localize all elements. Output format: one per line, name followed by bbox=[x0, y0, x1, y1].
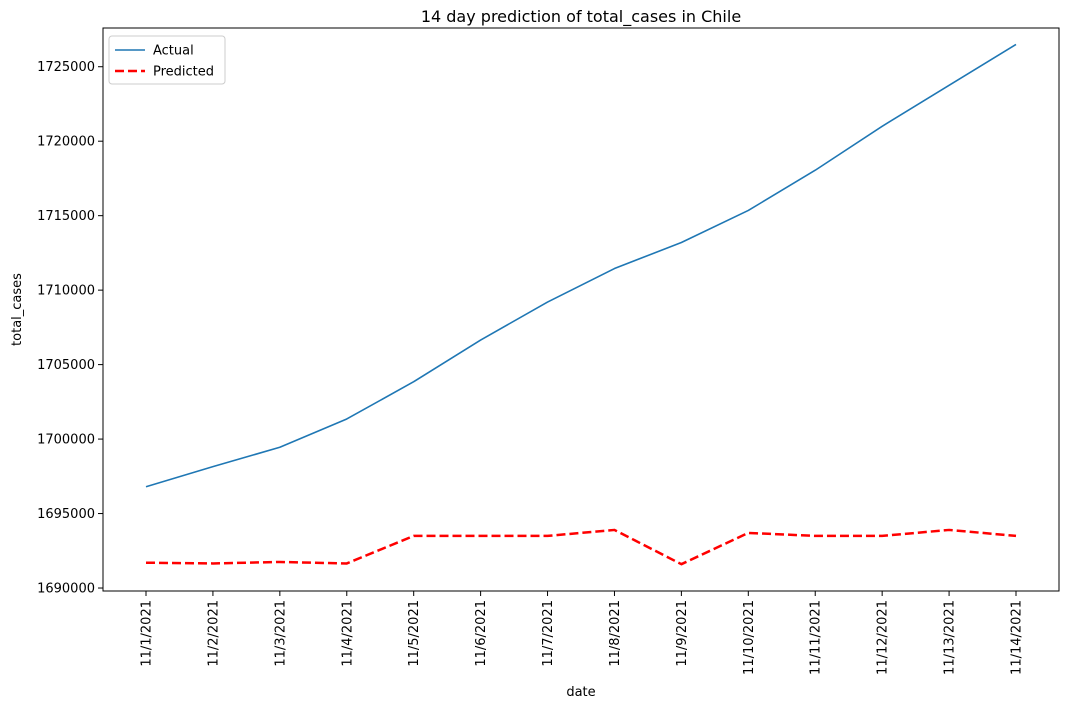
x-tick-label: 11/14/2021 bbox=[1010, 600, 1025, 675]
series-line-actual bbox=[145, 43, 1017, 488]
x-tick-label: 11/6/2021 bbox=[474, 600, 489, 667]
legend: Actual Predicted bbox=[108, 35, 226, 85]
x-tick-label: 11/4/2021 bbox=[340, 600, 355, 667]
y-tick-label: 1715000 bbox=[37, 209, 95, 224]
x-tick-label: 11/9/2021 bbox=[675, 600, 690, 667]
y-tick-label: 1690000 bbox=[37, 582, 95, 597]
legend-label-actual: Actual bbox=[153, 44, 194, 59]
chart-title: 14 day prediction of total_cases in Chil… bbox=[421, 7, 741, 27]
y-tick-label: 1720000 bbox=[37, 135, 95, 150]
y-tick-label: 1705000 bbox=[37, 358, 95, 373]
x-tick-label: 11/5/2021 bbox=[407, 600, 422, 667]
y-tick-label: 1710000 bbox=[37, 284, 95, 299]
y-tick-label: 1725000 bbox=[37, 60, 95, 75]
x-axis-label: date bbox=[566, 685, 595, 700]
x-tick-label: 11/10/2021 bbox=[742, 600, 757, 675]
series-layer bbox=[145, 43, 1017, 566]
legend-box bbox=[108, 35, 226, 85]
y-tick-label: 1695000 bbox=[37, 507, 95, 522]
y-axis: 1690000 1695000 1700000 1705000 1710000 17150… bbox=[37, 60, 103, 597]
x-tick-label: 11/8/2021 bbox=[608, 600, 623, 667]
y-axis-label: total_cases bbox=[10, 273, 25, 346]
x-tick-label: 11/7/2021 bbox=[541, 600, 556, 667]
x-tick-label: 11/11/2021 bbox=[809, 600, 824, 675]
x-tick-label: 11/1/2021 bbox=[140, 600, 155, 667]
x-axis: 11/1/2021 11/2/2021 11/3/2021 11/4/2021 11/5… bbox=[140, 591, 1025, 675]
plot-area bbox=[102, 27, 1060, 592]
x-tick-label: 11/3/2021 bbox=[273, 600, 288, 667]
x-tick-label: 11/13/2021 bbox=[943, 600, 958, 675]
series-line-predicted bbox=[145, 528, 1017, 566]
y-tick-label: 1700000 bbox=[37, 433, 95, 448]
x-tick-label: 11/2/2021 bbox=[206, 600, 221, 667]
x-tick-label: 11/12/2021 bbox=[876, 600, 891, 675]
legend-label-predicted: Predicted bbox=[153, 65, 214, 80]
